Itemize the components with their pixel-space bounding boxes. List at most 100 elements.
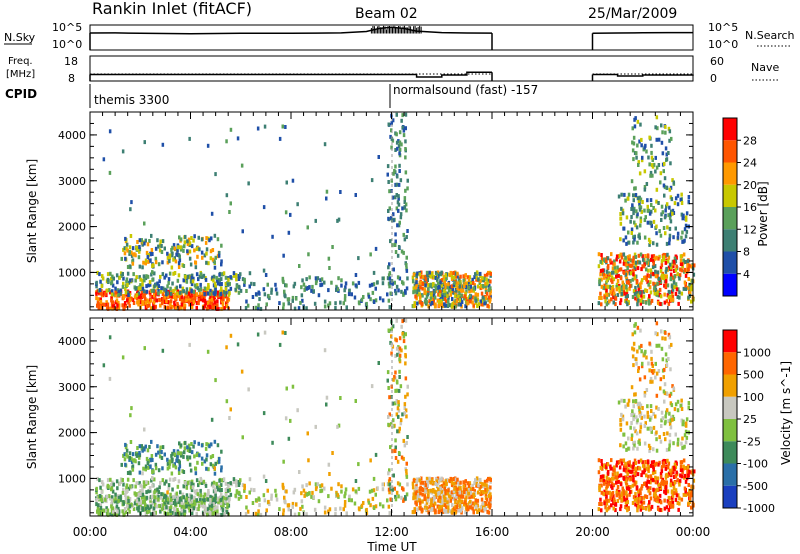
velocity-cell bbox=[219, 501, 223, 506]
velocity-cell bbox=[601, 466, 604, 471]
velocity-cell bbox=[191, 504, 195, 509]
power-cell bbox=[394, 243, 397, 247]
velocity-cell bbox=[651, 364, 654, 368]
velocity-cell bbox=[652, 487, 655, 492]
power-cell bbox=[637, 283, 640, 288]
power-cell bbox=[160, 250, 164, 254]
velocity-cell bbox=[442, 503, 445, 508]
power-cell bbox=[668, 205, 671, 210]
power-cell bbox=[652, 162, 656, 167]
power-cell bbox=[640, 137, 643, 142]
power-cell bbox=[488, 299, 492, 304]
power-cell bbox=[603, 286, 607, 291]
power-cell bbox=[655, 165, 659, 170]
power-cell bbox=[179, 284, 182, 289]
power-cell bbox=[676, 231, 680, 236]
velocity-cell bbox=[379, 502, 382, 507]
velocity-cell bbox=[257, 512, 260, 517]
power-cell bbox=[144, 305, 148, 310]
power-cell bbox=[178, 297, 182, 302]
velocity-cell bbox=[637, 440, 640, 445]
velocity-cell bbox=[126, 496, 130, 501]
power-cell bbox=[212, 278, 215, 283]
power-cell bbox=[287, 230, 291, 235]
velocity-cell bbox=[609, 464, 612, 469]
velocity-cell bbox=[140, 444, 143, 449]
power-cell bbox=[636, 266, 640, 271]
velocity-cell bbox=[205, 457, 208, 462]
velocity-cell bbox=[178, 464, 182, 469]
velocity-cell bbox=[208, 506, 212, 511]
power-cell bbox=[331, 245, 334, 249]
power-cell bbox=[481, 284, 485, 288]
velocity-cell bbox=[282, 508, 285, 513]
power-cell bbox=[372, 282, 376, 287]
velocity-cell bbox=[664, 485, 668, 490]
velocity-cell bbox=[461, 494, 465, 499]
power-cell bbox=[387, 298, 391, 303]
power-cell bbox=[314, 218, 317, 223]
velocity-cell bbox=[165, 479, 168, 484]
velocity-cell bbox=[176, 507, 179, 512]
power-cell bbox=[650, 163, 654, 168]
velocity-cell bbox=[616, 475, 619, 480]
power-cell bbox=[453, 275, 456, 280]
velocity-cell bbox=[394, 494, 397, 499]
power-cell bbox=[638, 204, 641, 209]
power-cell bbox=[337, 217, 341, 222]
power-cell bbox=[138, 247, 142, 252]
power-cell bbox=[637, 160, 640, 165]
velocity-cell bbox=[404, 394, 407, 399]
power-cell bbox=[141, 265, 144, 270]
velocity-cell bbox=[210, 503, 214, 508]
power-cell bbox=[389, 239, 392, 244]
velocity-cell bbox=[447, 508, 450, 513]
power-cell bbox=[606, 265, 610, 270]
velocity-cell bbox=[598, 488, 601, 493]
power-cell bbox=[427, 304, 430, 309]
velocity-cell bbox=[675, 491, 678, 495]
power-cell bbox=[224, 287, 228, 292]
velocity-cell bbox=[205, 466, 208, 471]
power-cell bbox=[687, 195, 691, 199]
velocity-cell bbox=[687, 501, 690, 506]
velocity-cell bbox=[154, 510, 157, 515]
velocity-cell bbox=[278, 507, 281, 512]
velocity-cell bbox=[395, 399, 398, 403]
velocity-cell bbox=[169, 492, 172, 497]
power-cell bbox=[412, 290, 415, 295]
velocity-cell bbox=[225, 345, 228, 350]
velocity-cell bbox=[166, 497, 170, 502]
power-cell bbox=[162, 297, 165, 302]
velocity-cell bbox=[117, 498, 120, 503]
velocity-cell bbox=[223, 498, 227, 503]
velocity-cell bbox=[421, 492, 424, 497]
velocity-cell bbox=[636, 418, 639, 423]
velocity-cell bbox=[619, 443, 622, 448]
power-cell bbox=[415, 283, 418, 288]
power-cell bbox=[367, 292, 370, 297]
velocity-cell bbox=[439, 477, 442, 482]
power-cell bbox=[253, 282, 256, 287]
velocity-cell bbox=[487, 484, 490, 489]
power-cell bbox=[676, 202, 680, 207]
power-cell bbox=[643, 169, 647, 174]
power-cell bbox=[125, 242, 129, 247]
velocity-cell bbox=[480, 497, 484, 502]
velocity-cell bbox=[424, 489, 427, 494]
power-cell bbox=[620, 206, 623, 211]
velocity-cell bbox=[687, 491, 690, 496]
velocity-cell bbox=[669, 367, 672, 372]
power-cell bbox=[416, 301, 419, 306]
velocity-cell bbox=[664, 480, 668, 485]
velocity-cell bbox=[616, 499, 620, 503]
velocity-cell bbox=[477, 508, 481, 513]
power-cell bbox=[655, 115, 659, 120]
power-cell bbox=[285, 283, 288, 288]
power-cell bbox=[141, 286, 145, 291]
power-cell bbox=[160, 301, 164, 306]
cpid-mode-themis: themis 3300 bbox=[94, 93, 169, 107]
power-cell bbox=[456, 296, 459, 301]
velocity-cell bbox=[209, 462, 213, 467]
power-cell bbox=[472, 281, 475, 285]
